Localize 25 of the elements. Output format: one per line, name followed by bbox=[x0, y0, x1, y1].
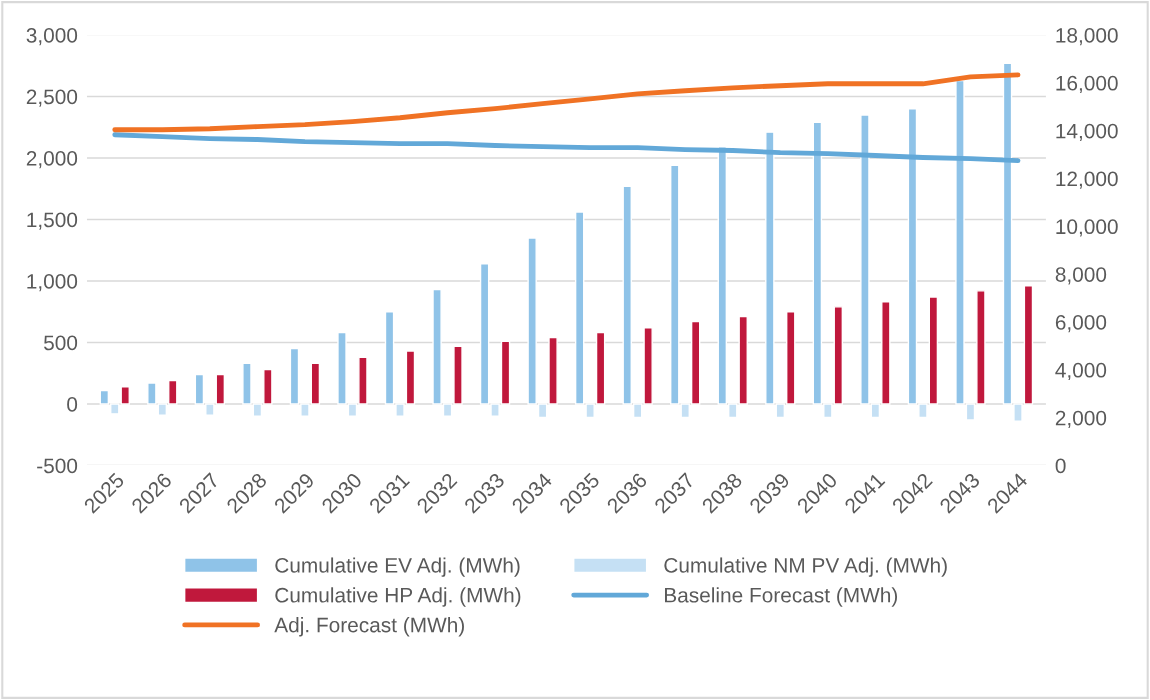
y2-tick-label: 16,000 bbox=[1056, 75, 1118, 94]
y2-tick-label: 14,000 bbox=[1056, 123, 1118, 141]
y-tick-label: 1,500 bbox=[27, 212, 78, 230]
legend-label: Baseline Forecast (MWh) bbox=[665, 587, 898, 607]
y-tick-label: 2,500 bbox=[26, 89, 78, 107]
y2-tick-label: 0 bbox=[1055, 458, 1066, 474]
y-tick-label: 1,000 bbox=[27, 274, 78, 292]
y-tick-label: -500 bbox=[37, 458, 78, 474]
y-tick-label: 0 bbox=[67, 397, 78, 412]
y-tick-label: 3,000 bbox=[26, 28, 78, 46]
y2-tick-label: 18,000 bbox=[1056, 28, 1118, 46]
line-series bbox=[112, 132, 1021, 163]
y2-tick-label: 8,000 bbox=[1055, 267, 1107, 285]
y-tick-label: 500 bbox=[43, 335, 78, 351]
line-series bbox=[112, 72, 1021, 133]
legend-label: Cumulative NM PV Adj. (MWh) bbox=[664, 557, 947, 577]
y-tick-label: 2,000 bbox=[26, 151, 78, 169]
y2-tick-label: 6,000 bbox=[1055, 315, 1107, 333]
y2-tick-label: 10,000 bbox=[1056, 219, 1118, 237]
legend-label: Adj. Forecast (MWh) bbox=[274, 617, 464, 637]
y2-tick-label: 4,000 bbox=[1055, 362, 1107, 381]
y2-tick-label: 2,000 bbox=[1055, 410, 1107, 428]
legend-label: Cumulative EV Adj. (MWh) bbox=[275, 557, 520, 577]
legend-label: Cumulative HP Adj. (MWh) bbox=[275, 587, 521, 607]
y2-tick-label: 12,000 bbox=[1056, 171, 1118, 189]
